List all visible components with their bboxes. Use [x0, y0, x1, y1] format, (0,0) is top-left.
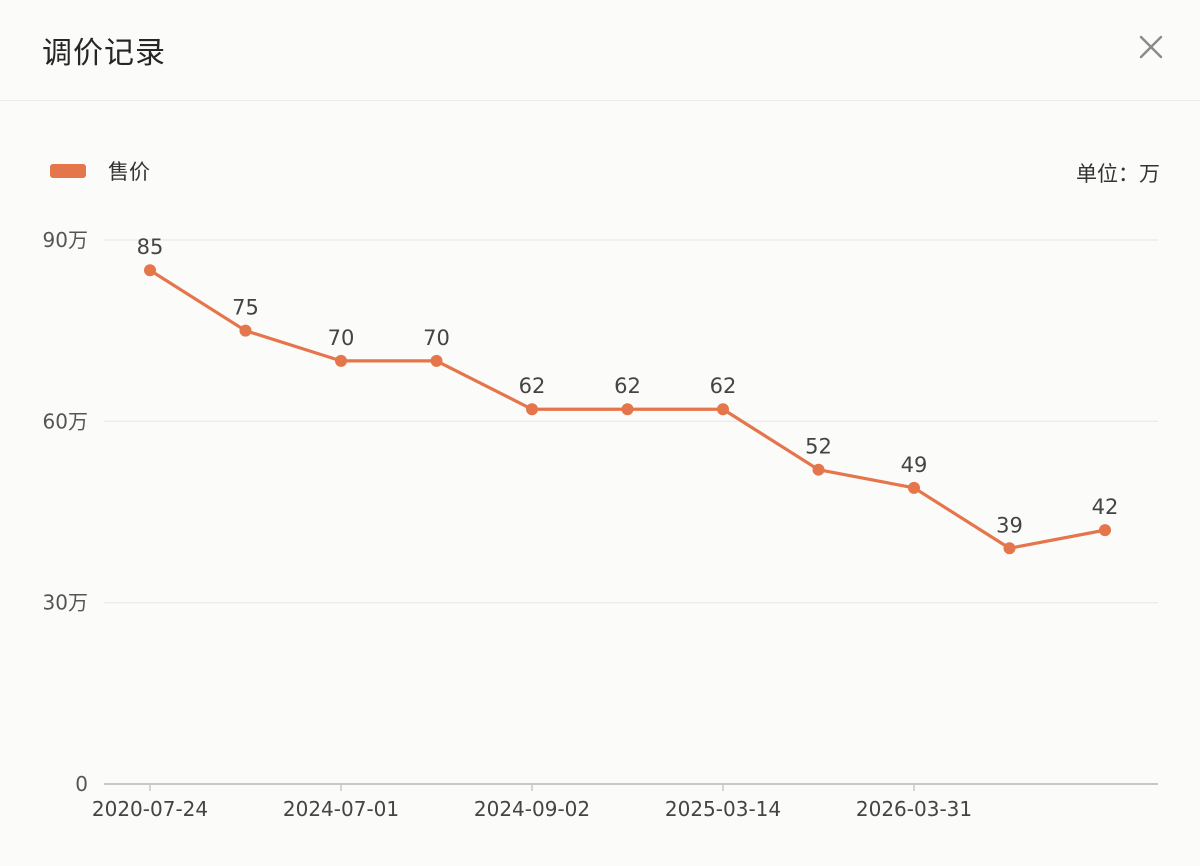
y-tick-label: 90万 — [43, 228, 88, 252]
dialog-header: 调价记录 — [0, 0, 1200, 101]
data-label: 52 — [805, 435, 832, 459]
data-label: 62 — [519, 374, 546, 398]
data-label: 70 — [328, 326, 355, 350]
data-point — [239, 324, 252, 337]
data-point — [1099, 524, 1111, 537]
y-tick-label: 30万 — [43, 591, 88, 615]
data-label: 85 — [137, 235, 164, 259]
data-point — [144, 264, 156, 277]
dialog-title: 调价记录 — [42, 36, 166, 71]
data-point — [335, 354, 347, 367]
x-tick-label: 2020-07-24 — [92, 797, 208, 821]
data-label: 39 — [996, 513, 1023, 537]
y-tick-label: 60万 — [43, 409, 88, 433]
x-tick-label: 2024-07-01 — [283, 797, 399, 821]
close-icon — [1139, 35, 1163, 59]
data-point — [1003, 542, 1016, 555]
data-label: 70 — [423, 326, 450, 350]
data-label: 75 — [232, 296, 259, 320]
data-label: 62 — [710, 374, 737, 398]
legend-swatch — [50, 164, 86, 178]
data-point — [430, 354, 443, 367]
data-label: 62 — [614, 374, 641, 398]
x-tick-label: 2025-03-14 — [665, 797, 781, 821]
data-point — [621, 403, 634, 416]
x-tick-label: 2024-09-02 — [474, 797, 590, 821]
chart-legend[interactable]: 售价 — [50, 156, 150, 186]
unit-label: 单位：万 — [1076, 162, 1160, 186]
data-point — [908, 481, 920, 494]
data-point — [526, 403, 538, 416]
data-label: 42 — [1092, 495, 1119, 519]
data-label: 49 — [901, 453, 928, 477]
data-point — [717, 403, 729, 416]
legend-label: 售价 — [108, 160, 150, 184]
y-tick-label: 0 — [75, 772, 88, 796]
x-tick-label: 2026-03-31 — [856, 797, 972, 821]
data-point — [812, 463, 825, 476]
close-button[interactable] — [1132, 28, 1170, 66]
